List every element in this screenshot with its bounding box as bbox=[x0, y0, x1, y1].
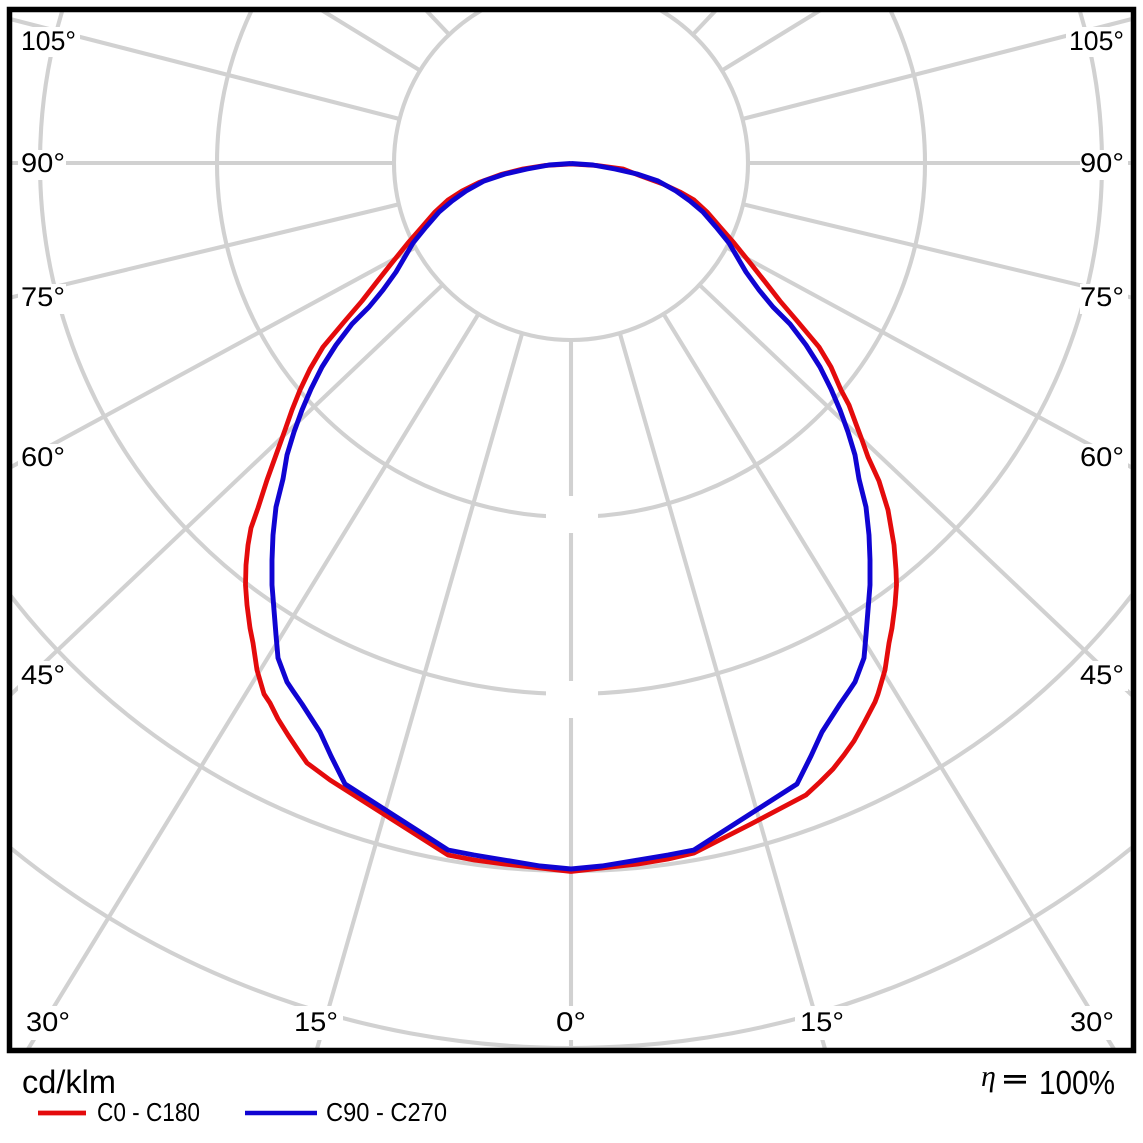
svg-text:60°: 60° bbox=[21, 442, 65, 472]
svg-text:105°: 105° bbox=[1069, 26, 1124, 56]
svg-text:η: η bbox=[981, 1060, 996, 1093]
svg-text:105°: 105° bbox=[21, 26, 76, 56]
svg-text:75°: 75° bbox=[1080, 282, 1124, 312]
svg-text:45°: 45° bbox=[21, 660, 65, 690]
svg-text:15°: 15° bbox=[294, 1007, 338, 1037]
svg-text:75°: 75° bbox=[21, 282, 65, 312]
svg-text:15°: 15° bbox=[800, 1007, 844, 1037]
svg-text:100%: 100% bbox=[1039, 1065, 1115, 1102]
svg-text:90°: 90° bbox=[21, 148, 65, 178]
svg-text:45°: 45° bbox=[1080, 660, 1124, 690]
svg-text:C0 - C180: C0 - C180 bbox=[97, 1097, 200, 1127]
svg-text:30°: 30° bbox=[1070, 1007, 1114, 1037]
svg-text:30°: 30° bbox=[26, 1007, 70, 1037]
svg-text:60°: 60° bbox=[1080, 442, 1124, 472]
svg-text:cd/klm: cd/klm bbox=[22, 1064, 116, 1100]
svg-text:0°: 0° bbox=[556, 1007, 586, 1037]
svg-text:C90 - C270: C90 - C270 bbox=[326, 1097, 447, 1127]
svg-text:90°: 90° bbox=[1080, 148, 1124, 178]
